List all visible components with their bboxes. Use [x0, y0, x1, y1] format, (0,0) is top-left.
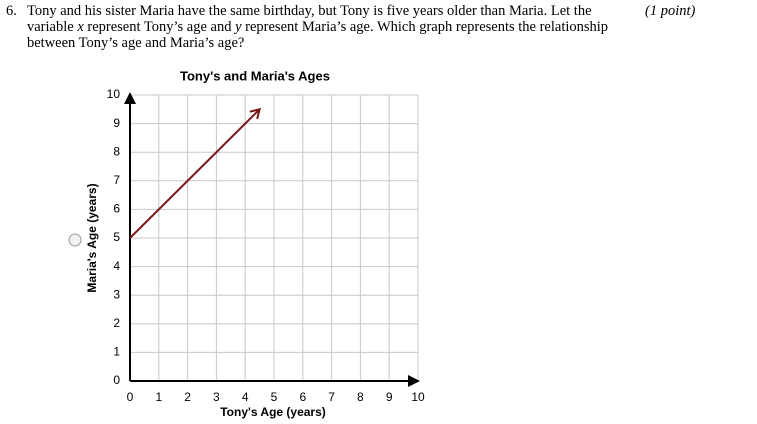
x-tick-label: 2 [184, 390, 191, 404]
line-arrowhead [249, 107, 261, 120]
data-line [129, 108, 261, 239]
variable: y [235, 19, 242, 35]
question-number: 6. [6, 3, 17, 19]
y-tick-label: 3 [113, 287, 120, 301]
y-axis-arrow [124, 92, 136, 104]
y-tick-label: 4 [113, 259, 120, 273]
y-tick-label: 5 [113, 230, 120, 244]
variable: x [77, 19, 84, 35]
y-tick-label: 8 [113, 144, 120, 158]
x-tick-label: 3 [213, 390, 220, 404]
grid [129, 94, 419, 382]
y-tick-label: 6 [113, 202, 120, 216]
points: (1 point) [645, 3, 696, 19]
x-tick-label: 1 [155, 390, 162, 404]
chart-title: Tony's and Maria's Ages [180, 68, 330, 83]
x-tick-label: 4 [242, 390, 249, 404]
y-tick-label: 0 [113, 373, 120, 387]
y-tick-label: 2 [113, 316, 120, 330]
x-tick-label: 7 [328, 390, 335, 404]
y-tick-label: 1 [113, 345, 120, 359]
y-tick-label: 7 [113, 173, 120, 187]
question-text: Tony and his sister Maria have the same … [27, 3, 627, 51]
x-tick-label: 6 [299, 390, 306, 404]
x-tick-label: 5 [271, 390, 278, 404]
text: Tony and his sister Maria have the same … [27, 3, 592, 35]
x-axis-arrow [408, 375, 420, 387]
text: represent Tony’s age and [83, 19, 236, 35]
text: represent Maria’s age. Which graph repre… [27, 19, 609, 51]
x-tick-label: 0 [127, 390, 134, 404]
x-tick-label: 8 [357, 390, 364, 404]
y-tick-label: 9 [113, 116, 120, 130]
y-tick-label: 10 [107, 87, 121, 101]
x-tick-label: 9 [386, 390, 393, 404]
y-axis-label: Maria's Age (years) [85, 183, 99, 292]
x-tick-label: 10 [411, 390, 425, 404]
x-axis-label: Tony's Age (years) [220, 405, 326, 419]
radio-button[interactable] [68, 233, 82, 247]
